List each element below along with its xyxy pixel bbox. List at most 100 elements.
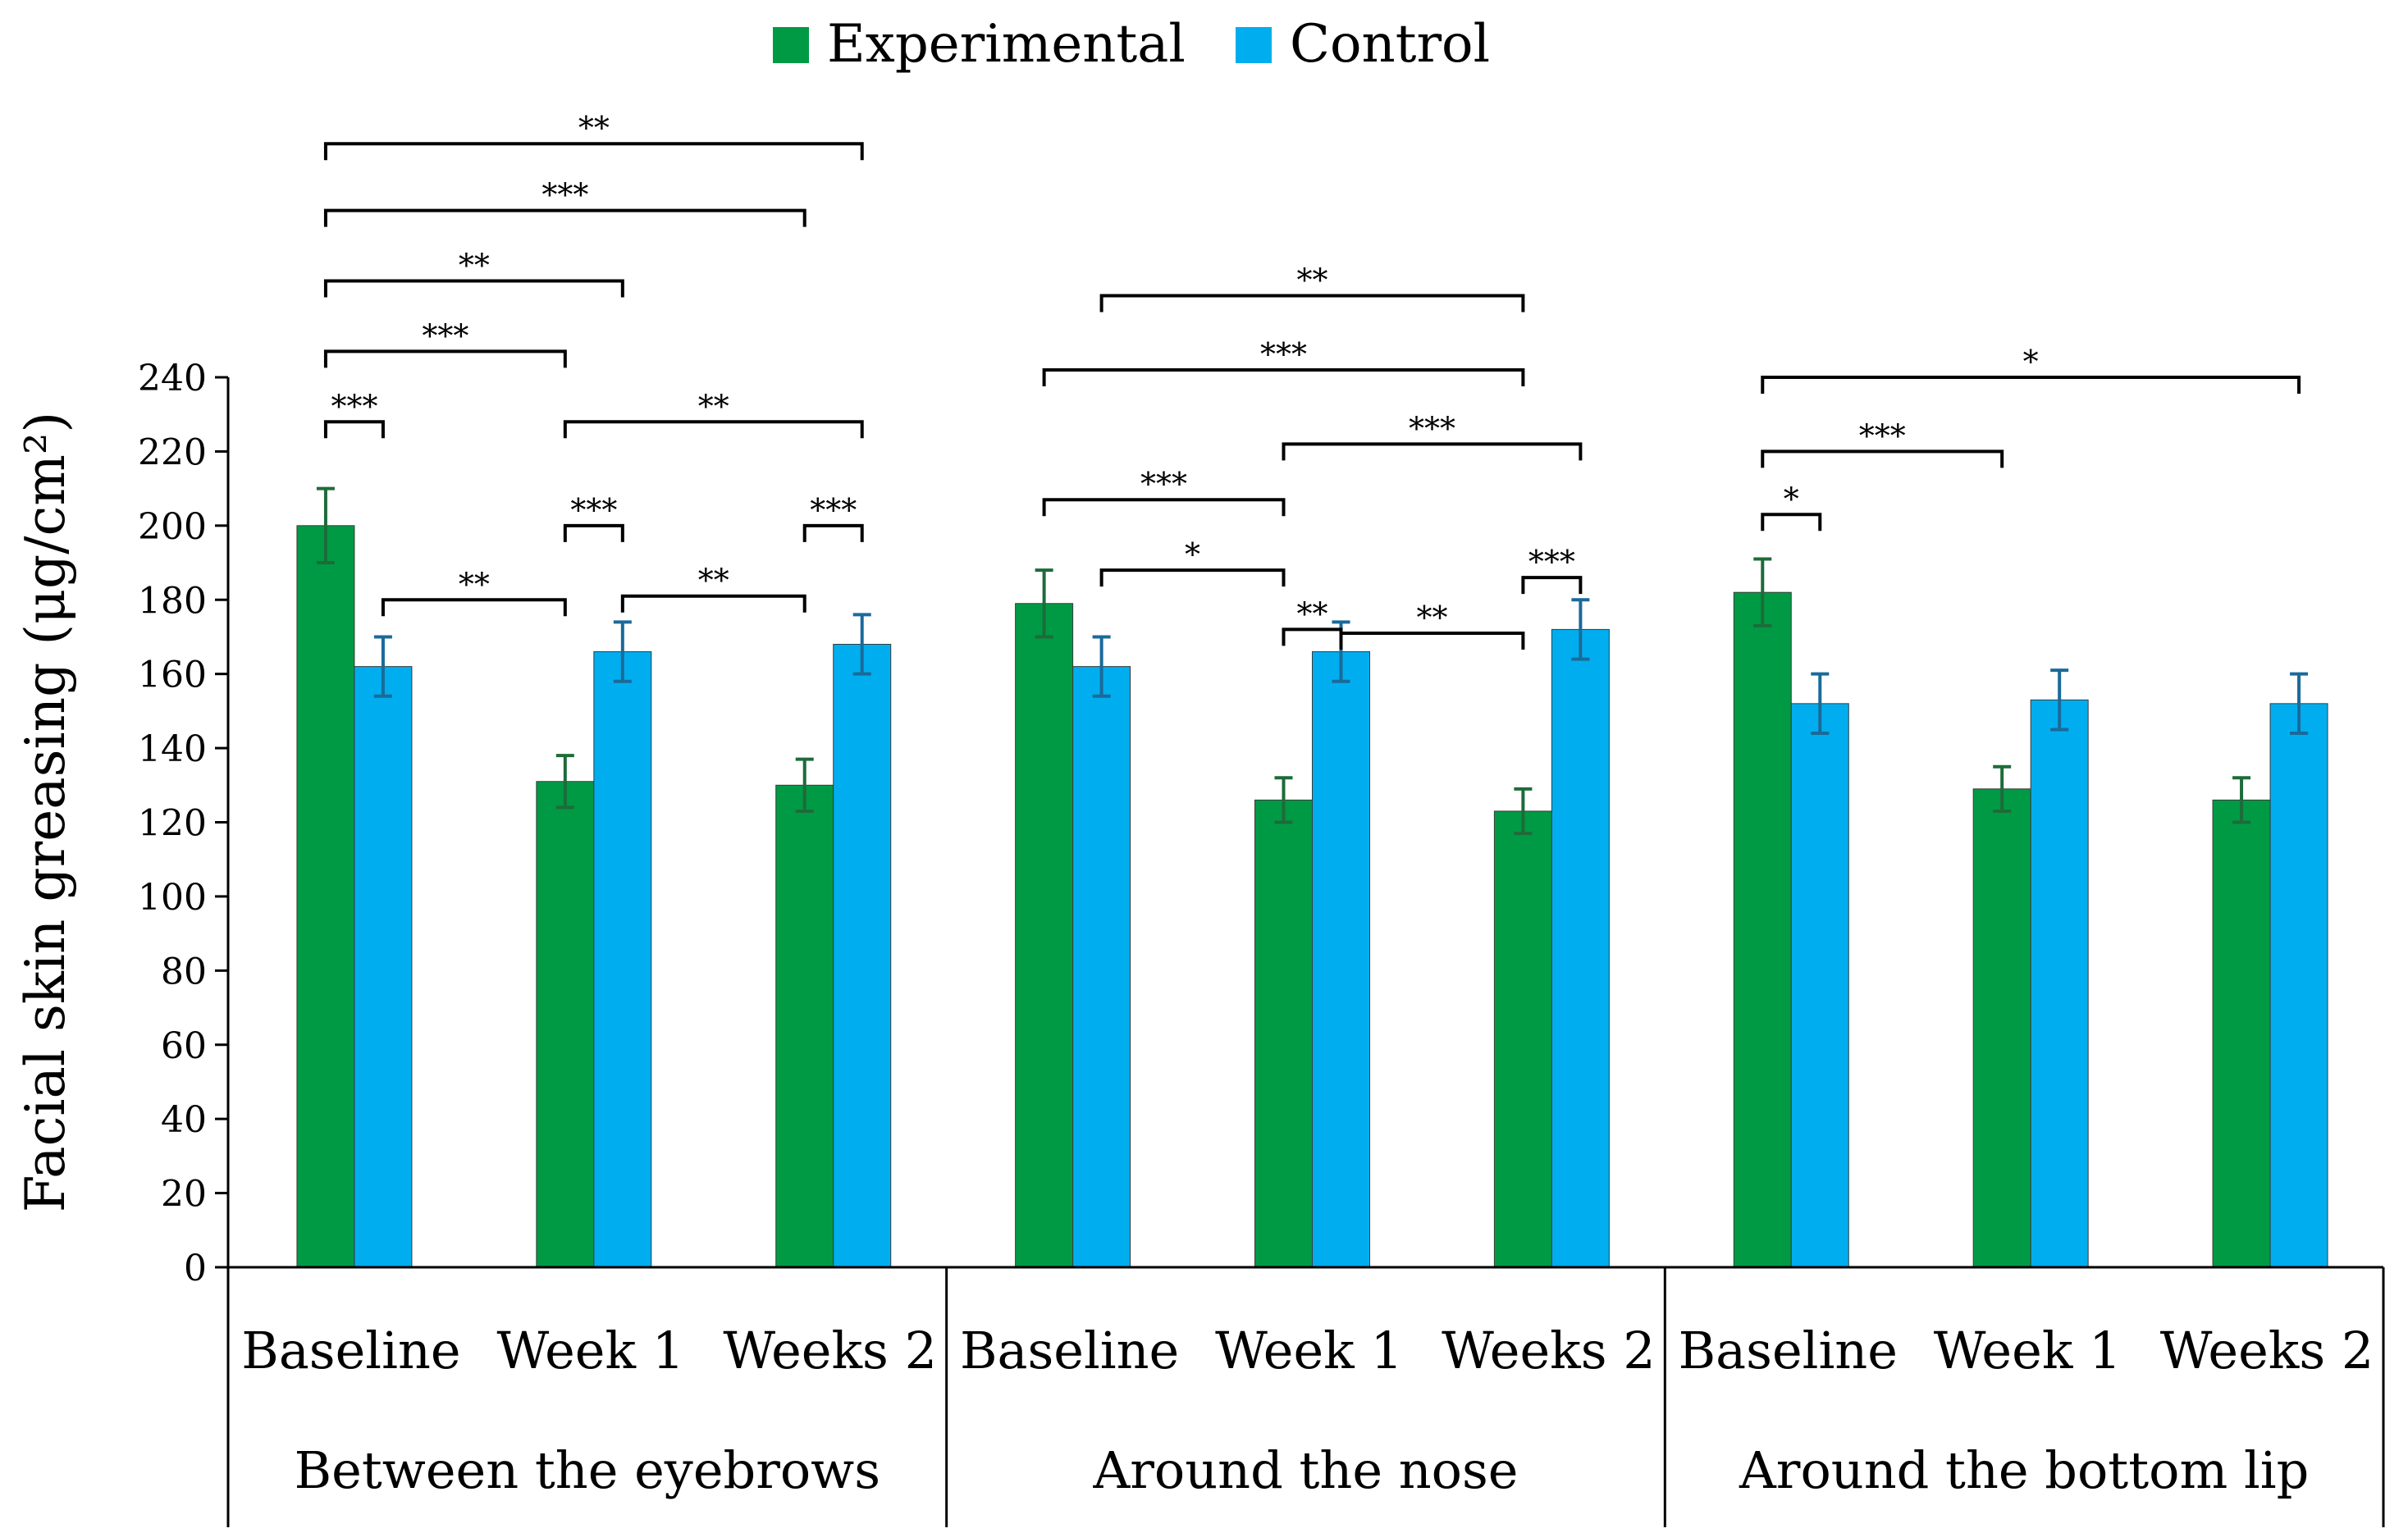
significance-label: *** <box>1859 417 1906 454</box>
error-bar-control <box>2050 668 2069 732</box>
bracket-line <box>1099 294 1525 313</box>
bar-control <box>354 666 413 1268</box>
bar-control <box>833 644 892 1268</box>
bracket-line <box>1761 376 2301 394</box>
bracket-line <box>1042 367 1525 386</box>
bracket-line <box>323 420 385 439</box>
error-bar-experimental <box>555 754 574 810</box>
y-tick-label: 0 <box>184 1248 207 1289</box>
bracket-line <box>1282 442 1583 461</box>
error-bar-experimental <box>2232 776 2251 824</box>
bar-control <box>2030 699 2089 1268</box>
error-bar-experimental <box>1274 776 1293 824</box>
significance-label: *** <box>541 177 588 213</box>
error-bar-control <box>1811 672 1830 735</box>
bracket-line <box>1761 513 1822 532</box>
significance-label: *** <box>570 492 617 528</box>
bar-experimental <box>536 781 595 1268</box>
significance-bracket: ** <box>381 566 567 617</box>
bar-experimental <box>296 525 355 1268</box>
error-bar-control <box>1571 598 1590 661</box>
error-bar-control <box>1092 635 1111 698</box>
error-bar-experimental <box>1753 557 1772 627</box>
significance-bracket: *** <box>323 177 806 227</box>
bracket-line <box>1099 568 1286 587</box>
significance-bracket: ** <box>563 388 864 439</box>
significance-label: ** <box>698 388 729 424</box>
bracket-line <box>563 420 864 439</box>
x-group-label: Around the bottom lip <box>1739 1440 2309 1500</box>
y-tick-label: 180 <box>138 580 207 622</box>
significance-bracket: ** <box>323 110 864 161</box>
significance-bracket: *** <box>1761 417 2004 468</box>
x-category-label: Week 1 <box>496 1321 684 1380</box>
bar-experimental <box>775 784 834 1268</box>
bar-experimental <box>1733 591 1792 1268</box>
significance-bracket: ** <box>1099 262 1525 313</box>
error-bar-control <box>613 620 632 683</box>
significance-bracket: *** <box>323 317 567 368</box>
bracket-line <box>563 523 624 542</box>
error-bar-experimental <box>1035 568 1053 639</box>
bracket-line <box>381 598 567 617</box>
significance-bracket: ** <box>620 563 806 613</box>
significance-label: ** <box>1297 262 1328 299</box>
significance-label: *** <box>422 317 468 354</box>
significance-bracket: * <box>1099 536 1286 587</box>
bar-experimental <box>1972 788 2031 1268</box>
y-tick-label: 40 <box>161 1099 207 1141</box>
significance-label: *** <box>1260 336 1307 372</box>
significance-bracket: ** <box>1339 600 1525 650</box>
significance-label: *** <box>810 492 857 528</box>
bracket-line <box>323 279 624 298</box>
legend: Experimental Control <box>773 14 1490 75</box>
x-category-label: Week 1 <box>1934 1321 2122 1380</box>
y-tick-label: 80 <box>161 951 207 992</box>
significance-label: *** <box>331 388 377 424</box>
significance-bracket: *** <box>323 388 385 439</box>
y-tick-label: 120 <box>138 803 207 845</box>
legend-label-control: Control <box>1290 14 1490 75</box>
y-axis-title: Facial skin greasing (μg/cm²) <box>14 412 77 1212</box>
significance-bracket: * <box>1761 344 2301 394</box>
bar-control <box>1072 666 1131 1268</box>
bracket-line <box>1761 449 2004 468</box>
bar-control <box>1312 651 1370 1268</box>
significance-label: *** <box>1409 410 1455 446</box>
legend-swatch-control <box>1236 27 1272 63</box>
error-bar-experimental <box>795 757 814 813</box>
error-bar-control <box>2290 672 2309 735</box>
bar-control <box>2269 703 2328 1268</box>
significance-label: ** <box>1416 600 1447 636</box>
y-tick-label: 240 <box>138 358 207 399</box>
significance-label: ** <box>459 566 490 602</box>
significance-label: *** <box>1528 544 1575 580</box>
x-category-label: Baseline <box>1679 1321 1898 1380</box>
x-category-label: Baseline <box>241 1321 460 1380</box>
bracket-line <box>323 208 806 227</box>
significance-bracket: *** <box>802 492 864 542</box>
significance-bracket: *** <box>1042 336 1525 386</box>
legend-label-experimental: Experimental <box>827 14 1186 75</box>
significance-bracket: ** <box>323 247 624 298</box>
bar-experimental <box>2212 799 2271 1268</box>
y-tick-label: 160 <box>138 655 207 696</box>
bracket-line <box>323 142 864 161</box>
significance-bracket: * <box>1761 481 1822 532</box>
bar-experimental <box>1254 799 1313 1268</box>
legend-swatch-experimental <box>773 27 809 63</box>
significance-bracket: *** <box>563 492 624 542</box>
significance-bracket: *** <box>1282 410 1583 461</box>
y-tick-label: 140 <box>138 728 207 770</box>
error-bar-experimental <box>1514 787 1533 836</box>
bar-control <box>1790 703 1849 1268</box>
significance-bracket: *** <box>1521 544 1583 595</box>
bracket-line <box>323 349 567 368</box>
significance-label: * <box>1185 536 1200 573</box>
bracket-line <box>1339 631 1525 650</box>
significance-label: *** <box>1140 466 1187 502</box>
significance-label: ** <box>459 247 490 283</box>
error-bar-control <box>373 635 392 698</box>
y-tick-label: 200 <box>138 506 207 548</box>
